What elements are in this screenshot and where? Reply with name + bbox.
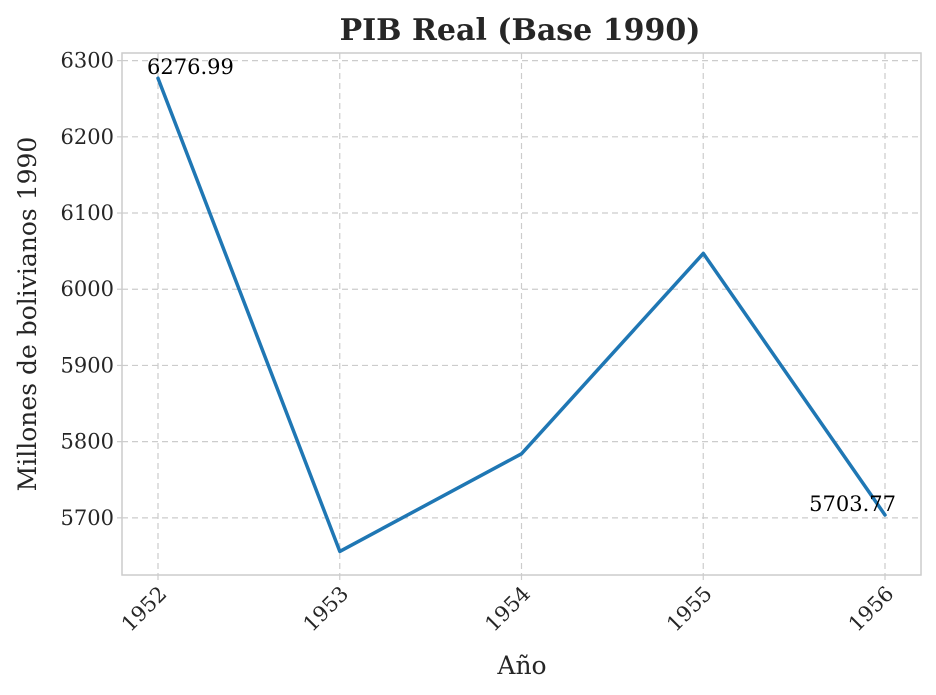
y-tick-label: 6200 bbox=[61, 125, 114, 149]
data-label: 5703.77 bbox=[809, 492, 896, 516]
y-tick-label: 5900 bbox=[61, 353, 114, 377]
series-line bbox=[156, 76, 887, 554]
x-axis-label: Año bbox=[496, 651, 546, 680]
x-tick-label: 1956 bbox=[844, 582, 899, 637]
series-layer bbox=[156, 76, 887, 554]
y-tick-label: 6100 bbox=[61, 201, 114, 225]
y-axis-label: Millones de bolivianos 1990 bbox=[13, 137, 42, 492]
data-label: 6276.99 bbox=[147, 55, 234, 79]
grid bbox=[122, 53, 921, 575]
chart-title: PIB Real (Base 1990) bbox=[340, 13, 701, 48]
y-tick-label: 5700 bbox=[61, 506, 114, 530]
x-tick-label: 1953 bbox=[299, 582, 354, 637]
y-tick-label: 6300 bbox=[61, 49, 114, 73]
x-tick-label: 1954 bbox=[480, 582, 535, 637]
y-tick-label: 5800 bbox=[61, 430, 114, 454]
annotations: 6276.99 5703.77 bbox=[147, 55, 896, 516]
x-tick-label: 1955 bbox=[662, 582, 717, 637]
y-tick-label: 6000 bbox=[61, 277, 114, 301]
x-tick-label: 1952 bbox=[117, 582, 172, 637]
